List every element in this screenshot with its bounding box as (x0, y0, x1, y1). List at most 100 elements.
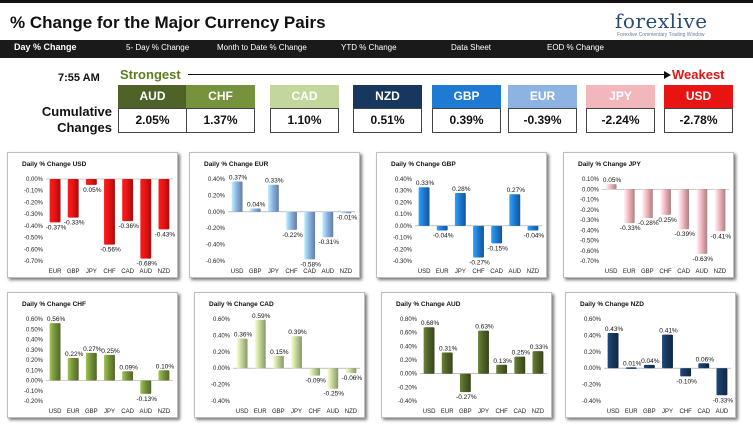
x-tick-label: USD (607, 409, 620, 415)
tab-day-change[interactable]: Day % Change (14, 42, 77, 52)
x-tick-label: EUR (625, 409, 638, 415)
bar-nzd (714, 189, 726, 232)
tab-data-sheet[interactable]: Data Sheet (451, 43, 492, 52)
y-tick-label: 0.60% (213, 317, 231, 323)
bar-nzd (158, 370, 170, 381)
bar-cad (514, 356, 526, 374)
bar-jpy (104, 354, 115, 381)
x-tick-label: NZD (345, 409, 358, 415)
y-tick-label: 0.20% (395, 200, 413, 206)
bar-gbp (67, 179, 79, 218)
data-label: -0.04% (433, 233, 454, 240)
y-tick-label: -0.50% (580, 239, 600, 245)
bar-aud (716, 368, 728, 396)
y-tick-label: 0.40% (395, 177, 413, 183)
y-tick-label: 0.40% (26, 338, 44, 344)
bar-chf (680, 368, 692, 377)
y-tick-label: -0.20% (398, 385, 418, 391)
bar-jpy (267, 184, 279, 212)
rank-value-jpy: -2.24% (586, 108, 655, 133)
chart-panel-aud: Daily % Change AUD 0.80% 0.60% 0.40% 0.20% 0.… (381, 292, 552, 418)
cumulative-changes-label: Cumulative Changes (40, 104, 112, 136)
x-tick-label: USD (418, 269, 431, 275)
x-tick-label: CAD (121, 409, 134, 415)
y-tick-label: 0.00% (584, 366, 602, 372)
data-label: -0.01% (337, 215, 358, 222)
y-tick-label: 0.10% (395, 212, 413, 218)
chart-title: Daily % Change CHF (22, 301, 86, 308)
data-label: 0.04% (641, 358, 660, 365)
x-tick-label: NZD (527, 269, 540, 275)
x-tick-label: CHF (495, 409, 508, 415)
data-label: -0.36% (118, 223, 139, 230)
tab-eod-change[interactable]: EOD % Change (547, 43, 604, 52)
data-label: -0.43% (155, 231, 176, 238)
logo-text: forexlive (615, 9, 708, 33)
x-tick-label: GBP (641, 269, 654, 275)
tab-5-day-change[interactable]: 5- Day % Change (126, 43, 190, 52)
data-label: -0.27% (456, 394, 477, 401)
x-tick-label: JPY (104, 409, 115, 415)
data-label: 0.13% (493, 358, 512, 365)
x-tick-label: CHF (285, 269, 298, 275)
header-bar: % Change for the Major Currency Pairs fo… (0, 0, 753, 40)
data-label: -0.28% (638, 220, 659, 227)
data-label: 0.68% (421, 320, 440, 327)
x-tick-label: AUD (695, 269, 708, 275)
data-label: 0.37% (229, 174, 248, 181)
arrow-right-icon (664, 71, 671, 79)
x-tick-label: CAD (121, 269, 134, 275)
y-tick-label: 0.30% (26, 348, 44, 354)
data-label: 0.27% (83, 346, 102, 353)
tab-ytd-change[interactable]: YTD % Change (341, 43, 397, 52)
x-tick-label: JPY (86, 269, 97, 275)
y-tick-label: 0.40% (213, 333, 231, 339)
y-tick-label: -0.40% (206, 243, 226, 249)
bar-nzd (345, 368, 357, 374)
x-tick-label: CHF (472, 269, 485, 275)
data-label: -0.15% (487, 245, 508, 252)
x-tick-label: GBP (85, 409, 98, 415)
bar-gbp (249, 208, 261, 212)
bar-usd (423, 327, 435, 374)
y-tick-label: -0.40% (398, 399, 418, 405)
x-tick-label: CAD (513, 409, 526, 415)
bar-usd (418, 187, 430, 226)
rank-value-aud: 2.05% (118, 108, 187, 133)
rank-box-jpy: JPY -2.24% (586, 85, 655, 133)
bar-nzd (527, 225, 539, 231)
bar-aud (509, 194, 521, 226)
bar-aud (140, 380, 152, 394)
x-tick-label: JPY (291, 409, 302, 415)
y-tick-label: -0.60% (24, 247, 44, 253)
forexlive-logo[interactable]: forexlive Forexlive Commentary Trading W… (615, 9, 725, 39)
chart-svg-cad: Daily % Change CAD 0.60% 0.40% 0.20% 0.00% -0… (209, 301, 362, 415)
y-tick-label: 0.20% (400, 358, 418, 364)
tab-month-to-date[interactable]: Month to Date % Change (217, 43, 307, 52)
x-tick-label: EUR (254, 409, 267, 415)
bar-usd (231, 181, 243, 212)
x-tick-label: CAD (303, 269, 316, 275)
rank-box-chf: CHF 1.37% (186, 85, 255, 133)
rank-value-usd: -2.78% (664, 108, 733, 133)
bar-jpy (291, 336, 302, 369)
data-label: 0.25% (101, 348, 120, 355)
chart-svg-nzd: Daily % Change NZD 0.60% 0.40% 0.20% 0.00% -0… (580, 301, 733, 415)
y-tick-label: -0.20% (211, 383, 231, 389)
bar-jpy (85, 179, 97, 185)
y-tick-label: -0.40% (582, 399, 602, 405)
x-tick-label: CAD (490, 269, 503, 275)
data-label: 0.41% (659, 328, 678, 335)
data-label: 0.22% (65, 351, 84, 358)
data-label: -0.22% (282, 232, 303, 239)
x-tick-label: NZD (714, 269, 727, 275)
y-tick-label: -0.30% (24, 212, 44, 218)
y-tick-label: 0.50% (26, 327, 44, 333)
x-tick-label: AUD (321, 269, 334, 275)
x-tick-label: NZD (340, 269, 353, 275)
bar-eur (623, 189, 635, 224)
cumulative-label-line2: Changes (57, 120, 112, 135)
y-tick-label: 0.40% (584, 333, 602, 339)
chart-title: Daily % Change GBP (391, 161, 456, 168)
rank-value-cad: 1.10% (270, 108, 339, 133)
